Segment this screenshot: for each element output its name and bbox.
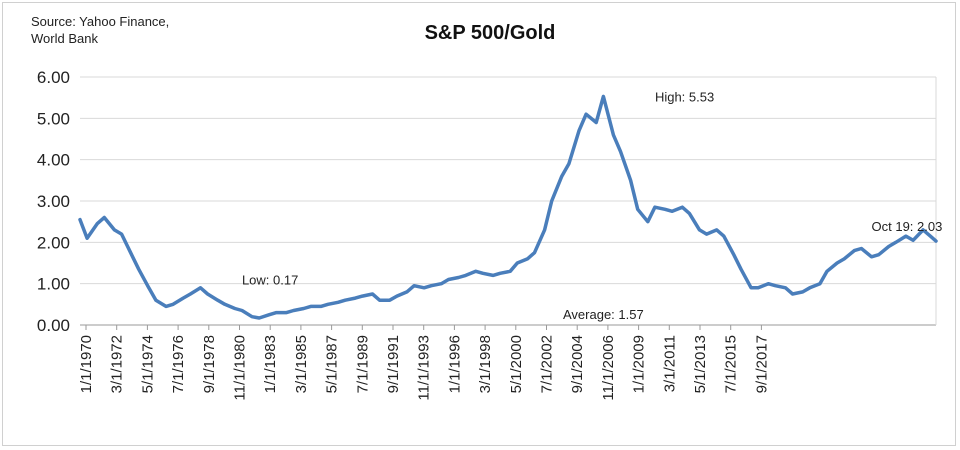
x-tick-label: 1/1/2009 (631, 335, 648, 393)
source-line-2: World Bank (31, 31, 98, 46)
x-tick-label: 5/1/2000 (508, 335, 525, 393)
y-tick-label: 2.00 (37, 233, 70, 252)
x-tick-label: 5/1/2013 (692, 335, 709, 393)
annotation-label: Low: 0.17 (242, 273, 298, 288)
x-tick-label: 11/1/1980 (232, 335, 249, 401)
x-tick-label: 1/1/1996 (446, 335, 463, 393)
source-note: Source: Yahoo Finance, World Bank (31, 13, 169, 47)
x-tick-label: 3/1/2011 (661, 335, 678, 392)
x-tick-label: 11/1/2006 (600, 335, 617, 401)
x-tick-label: 7/1/1989 (354, 335, 371, 393)
x-tick-label: 5/1/1987 (324, 335, 341, 393)
x-tick-label: 7/1/2015 (723, 335, 740, 393)
x-tick-label: 11/1/1993 (416, 335, 433, 401)
series-line (78, 94, 938, 320)
source-line-1: Source: Yahoo Finance, (31, 14, 170, 29)
y-tick-label: 3.00 (37, 192, 70, 211)
annotation-label: Average: 1.57 (563, 307, 644, 322)
y-tick-label: 1.00 (37, 275, 70, 294)
y-tick-label: 4.00 (37, 151, 70, 170)
x-tick-label: 9/1/1991 (385, 335, 402, 393)
chart-title: S&P 500/Gold (424, 22, 556, 44)
y-tick-label: 5.00 (37, 109, 70, 128)
y-tick-label: 6.00 (37, 68, 70, 87)
annotation-label: Oct 19: 2.03 (872, 219, 943, 234)
x-tick-label: 9/1/2017 (753, 335, 770, 393)
x-tick-label: 1/1/1970 (78, 335, 95, 393)
x-tick-label: 7/1/1976 (170, 335, 187, 393)
x-tick-label: 9/1/1978 (201, 335, 218, 393)
y-tick-label: 0.00 (37, 316, 70, 335)
x-tick-label: 3/1/1985 (293, 335, 310, 393)
x-tick-label: 1/1/1983 (262, 335, 279, 393)
x-tick-label: 9/1/2004 (569, 335, 586, 393)
x-tick-label: 5/1/1974 (139, 335, 156, 393)
annotation-label: High: 5.53 (655, 89, 714, 104)
x-tick-label: 3/1/1998 (477, 335, 494, 393)
x-tick-label: 7/1/2002 (539, 335, 556, 393)
x-tick-label: 3/1/1972 (109, 335, 126, 393)
